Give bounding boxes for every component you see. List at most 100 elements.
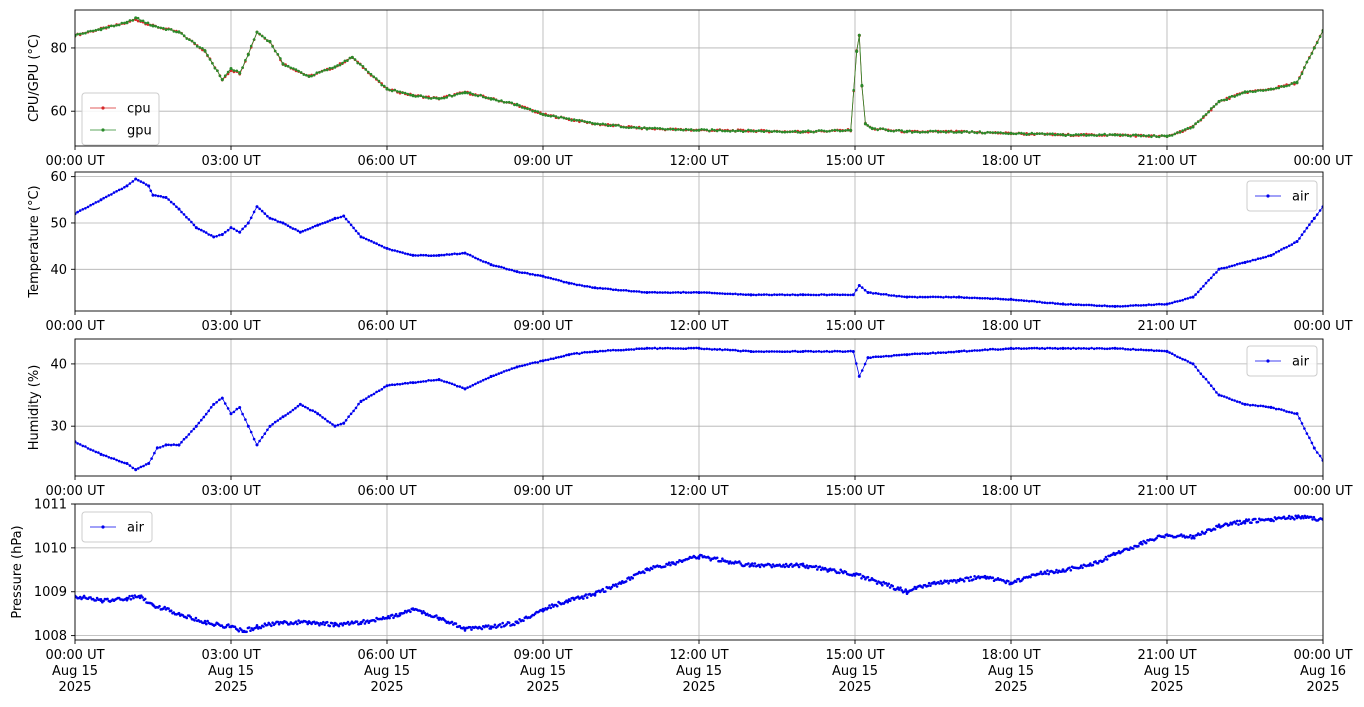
data-point <box>142 464 145 468</box>
data-point <box>1100 133 1104 137</box>
data-point <box>1118 305 1122 308</box>
data-point <box>1168 134 1171 137</box>
data-point <box>981 297 984 300</box>
data-point <box>934 352 937 355</box>
data-point <box>1105 304 1109 308</box>
data-point <box>721 129 724 133</box>
data-point <box>739 349 742 353</box>
data-point <box>380 244 384 248</box>
data-point <box>1298 237 1301 240</box>
data-point <box>947 350 950 354</box>
data-point <box>144 183 148 186</box>
data-point <box>76 442 79 445</box>
data-point <box>1295 412 1299 416</box>
data-point <box>355 620 359 623</box>
data-point <box>960 131 963 134</box>
data-point <box>866 124 869 127</box>
data-point <box>144 21 147 25</box>
x-tick-label: 12:00 UT <box>669 319 728 334</box>
data-point <box>180 32 183 35</box>
data-point <box>791 130 794 133</box>
data-point <box>286 64 290 68</box>
data-point <box>881 583 884 587</box>
data-point <box>112 191 116 194</box>
legend-label-cpu: cpu <box>127 102 151 117</box>
data-point <box>1256 257 1260 261</box>
data-point <box>89 29 92 33</box>
data-point <box>916 296 919 299</box>
y-tick-label: 60 <box>50 105 67 120</box>
data-point <box>172 443 176 446</box>
x-tick-label-line: 18:00 UT <box>981 484 1040 499</box>
data-point <box>1235 519 1239 523</box>
data-point <box>1113 553 1117 556</box>
data-point <box>1035 132 1039 136</box>
data-point <box>1248 260 1252 263</box>
data-point <box>531 110 534 113</box>
data-point <box>247 626 251 629</box>
data-point <box>125 184 129 188</box>
data-point <box>1144 303 1148 307</box>
data-point <box>676 560 680 564</box>
data-point <box>180 210 183 214</box>
data-point <box>437 253 441 257</box>
data-point <box>770 565 774 569</box>
data-point <box>110 456 113 460</box>
data-point <box>479 93 482 97</box>
data-point <box>398 383 402 386</box>
data-point <box>479 259 482 262</box>
data-point <box>1176 355 1179 359</box>
data-point <box>78 32 82 36</box>
data-point <box>773 129 776 133</box>
data-point <box>674 563 677 566</box>
data-point <box>255 30 259 34</box>
data-point <box>1282 85 1286 88</box>
data-point <box>1040 346 1044 350</box>
data-point <box>765 350 768 353</box>
data-point <box>398 90 402 94</box>
y-tick-label: 50 <box>50 216 67 231</box>
data-point <box>1250 521 1253 524</box>
data-point <box>1287 514 1291 518</box>
data-point <box>252 38 256 41</box>
data-point <box>734 129 737 133</box>
data-point <box>663 565 667 568</box>
data-point <box>957 130 961 134</box>
data-point <box>585 351 589 354</box>
data-point <box>326 220 329 223</box>
data-point <box>138 594 142 598</box>
data-point <box>104 26 108 29</box>
data-point <box>1044 572 1048 575</box>
data-point <box>416 94 420 98</box>
data-point <box>1147 134 1151 137</box>
data-point <box>321 416 324 419</box>
data-point <box>790 562 793 566</box>
data-point <box>268 40 272 44</box>
data-point <box>86 30 90 33</box>
data-point <box>899 586 902 589</box>
data-point <box>1157 135 1161 139</box>
legend-label-air: air <box>127 521 145 536</box>
data-point <box>411 93 415 97</box>
data-point <box>996 131 1000 134</box>
data-point <box>1030 346 1034 350</box>
data-point <box>669 563 672 567</box>
data-point <box>669 347 672 350</box>
data-point <box>520 271 524 275</box>
data-point <box>1039 570 1043 574</box>
data-point <box>406 92 410 96</box>
data-point <box>226 407 230 410</box>
data-point <box>134 177 138 181</box>
data-point <box>297 69 300 73</box>
data-point <box>194 226 198 230</box>
data-point <box>1064 347 1067 350</box>
data-point <box>1183 128 1187 131</box>
data-point <box>1228 265 1231 268</box>
data-point <box>1180 533 1183 536</box>
data-point <box>1030 131 1034 135</box>
data-point <box>207 409 210 413</box>
data-point <box>76 32 79 36</box>
data-point <box>1020 131 1023 135</box>
data-point <box>669 128 672 131</box>
legend: air <box>81 511 153 543</box>
